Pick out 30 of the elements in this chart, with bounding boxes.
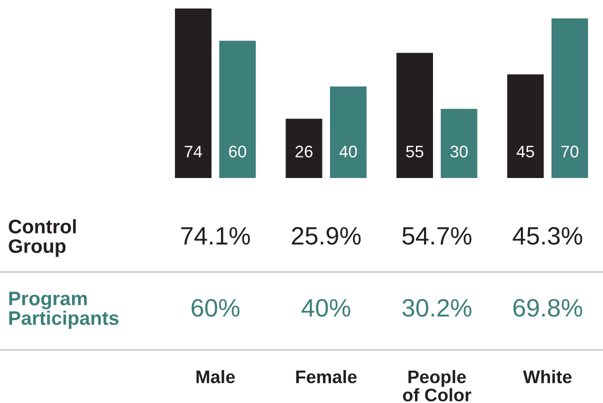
x-tick-label: Male (196, 370, 235, 384)
bar (219, 40, 256, 178)
data-label: 40 (339, 146, 357, 158)
x-tick-label: People of Color (402, 370, 472, 402)
x-tick-label: White (523, 370, 572, 384)
text: 69.8% (513, 299, 582, 317)
data-label: 30 (450, 146, 468, 158)
bar (174, 8, 212, 178)
bar (440, 108, 478, 178)
text: 54.7% (402, 227, 472, 245)
text: Program Participants (9, 292, 119, 329)
text: 30.2% (402, 299, 472, 317)
bar (286, 118, 322, 178)
data-label: 45 (516, 146, 534, 158)
data-label: 74 (184, 146, 202, 158)
data-label: 55 (406, 146, 424, 158)
bar (330, 86, 367, 178)
data-label: 70 (561, 146, 578, 158)
text: 25.9% (292, 227, 361, 245)
text: 74.1% (181, 227, 250, 245)
data-label: 60 (229, 146, 246, 158)
text: 60% (192, 299, 240, 317)
x-tick-label: Female (296, 370, 357, 384)
bar (396, 52, 433, 178)
bar (507, 74, 544, 178)
text: Control Group (8, 219, 76, 257)
text: 45.3% (512, 227, 582, 245)
text: 40% (302, 299, 350, 317)
bar (552, 18, 588, 178)
data-label: 26 (296, 146, 313, 158)
